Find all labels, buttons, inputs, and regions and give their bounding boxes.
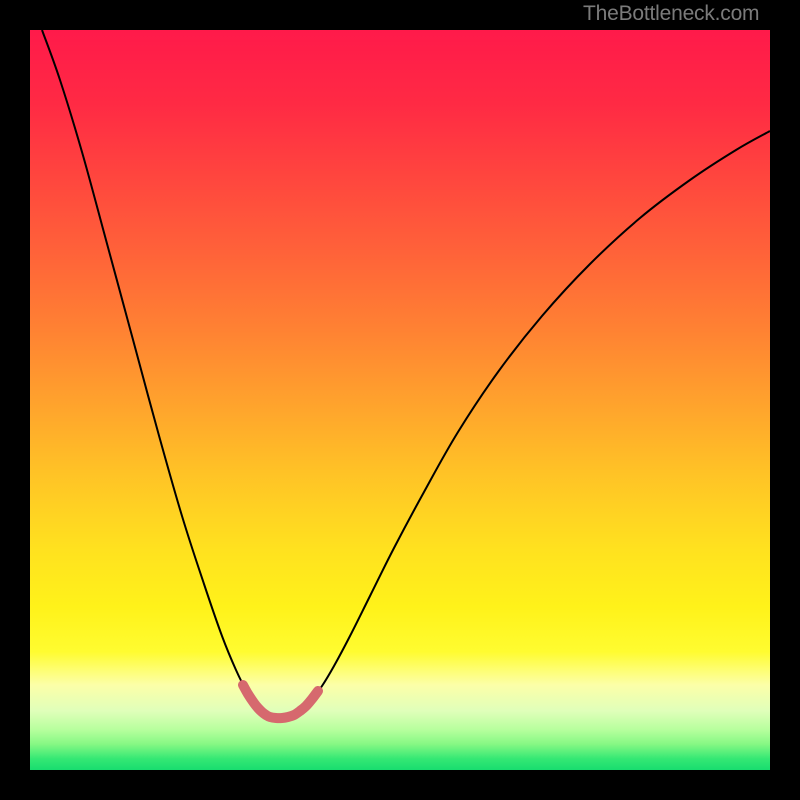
bottleneck-chart [0, 0, 800, 800]
gradient-background [30, 30, 770, 770]
watermark-text: TheBottleneck.com [583, 2, 759, 26]
